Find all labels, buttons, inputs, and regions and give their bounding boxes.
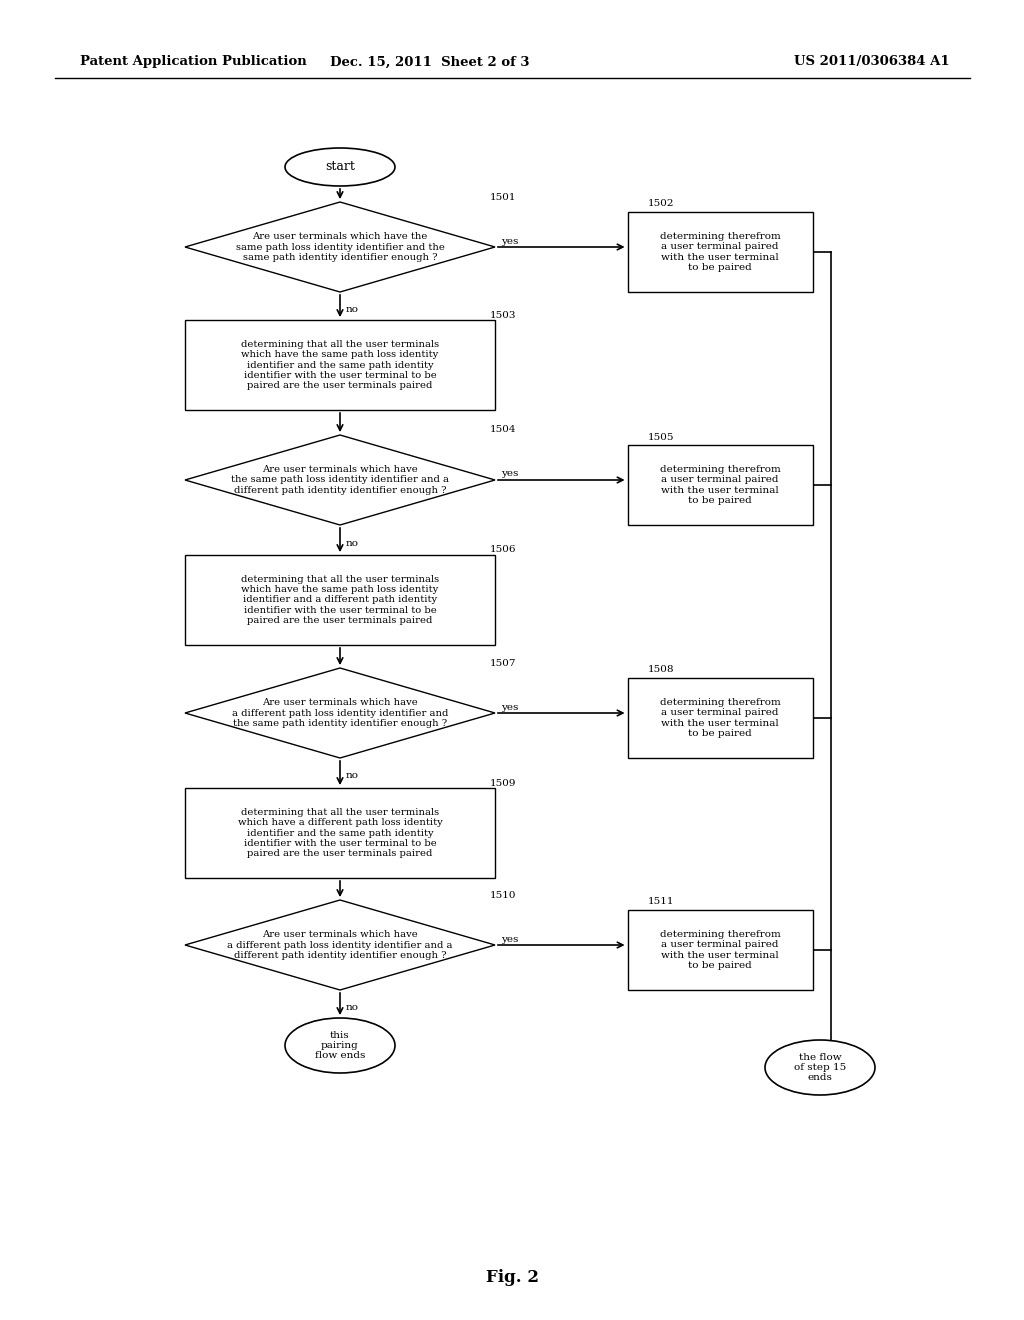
Polygon shape: [185, 436, 495, 525]
Text: 1503: 1503: [490, 310, 516, 319]
Text: 1506: 1506: [490, 545, 516, 554]
Text: Are user terminals which have
the same path loss identity identifier and a
diffe: Are user terminals which have the same p…: [231, 465, 449, 495]
Text: no: no: [346, 771, 359, 780]
Text: this
pairing
flow ends: this pairing flow ends: [314, 1031, 366, 1060]
Text: yes: yes: [501, 470, 518, 479]
Text: yes: yes: [501, 935, 518, 944]
Ellipse shape: [285, 148, 395, 186]
Polygon shape: [185, 202, 495, 292]
FancyBboxPatch shape: [185, 554, 495, 645]
FancyBboxPatch shape: [185, 788, 495, 878]
FancyBboxPatch shape: [628, 213, 812, 292]
Polygon shape: [185, 668, 495, 758]
Ellipse shape: [285, 1018, 395, 1073]
Text: determining that all the user terminals
which have a different path loss identit: determining that all the user terminals …: [238, 808, 442, 858]
Text: determining that all the user terminals
which have the same path loss identity
i: determining that all the user terminals …: [241, 574, 439, 626]
Text: no: no: [346, 1003, 359, 1012]
Text: Patent Application Publication: Patent Application Publication: [80, 55, 307, 69]
Text: Dec. 15, 2011  Sheet 2 of 3: Dec. 15, 2011 Sheet 2 of 3: [331, 55, 529, 69]
FancyBboxPatch shape: [628, 445, 812, 525]
Text: US 2011/0306384 A1: US 2011/0306384 A1: [795, 55, 950, 69]
Text: start: start: [325, 161, 355, 173]
Text: determining therefrom
a user terminal paired
with the user terminal
to be paired: determining therefrom a user terminal pa…: [659, 698, 780, 738]
Text: no: no: [346, 305, 359, 314]
Text: determining therefrom
a user terminal paired
with the user terminal
to be paired: determining therefrom a user terminal pa…: [659, 929, 780, 970]
Text: 1504: 1504: [490, 425, 516, 434]
FancyBboxPatch shape: [185, 319, 495, 411]
Text: determining therefrom
a user terminal paired
with the user terminal
to be paired: determining therefrom a user terminal pa…: [659, 232, 780, 272]
Text: Are user terminals which have the
same path loss identity identifier and the
sam: Are user terminals which have the same p…: [236, 232, 444, 261]
Text: 1501: 1501: [490, 193, 516, 202]
Text: 1510: 1510: [490, 891, 516, 899]
Text: the flow
of step 15
ends: the flow of step 15 ends: [794, 1052, 846, 1082]
Text: determining that all the user terminals
which have the same path loss identity
i: determining that all the user terminals …: [241, 339, 439, 391]
FancyBboxPatch shape: [628, 909, 812, 990]
Text: 1508: 1508: [647, 665, 674, 675]
Ellipse shape: [765, 1040, 874, 1096]
Text: Are user terminals which have
a different path loss identity identifier and a
di: Are user terminals which have a differen…: [227, 931, 453, 960]
Text: Fig. 2: Fig. 2: [485, 1270, 539, 1287]
Text: no: no: [346, 539, 359, 548]
Polygon shape: [185, 900, 495, 990]
Text: determining therefrom
a user terminal paired
with the user terminal
to be paired: determining therefrom a user terminal pa…: [659, 465, 780, 506]
Text: 1509: 1509: [490, 779, 516, 788]
Text: 1507: 1507: [490, 659, 516, 668]
Text: 1505: 1505: [647, 433, 674, 441]
Text: 1511: 1511: [647, 898, 674, 907]
FancyBboxPatch shape: [628, 678, 812, 758]
Text: 1502: 1502: [647, 199, 674, 209]
Text: yes: yes: [501, 702, 518, 711]
Text: yes: yes: [501, 236, 518, 246]
Text: Are user terminals which have
a different path loss identity identifier and
the : Are user terminals which have a differen…: [231, 698, 449, 727]
